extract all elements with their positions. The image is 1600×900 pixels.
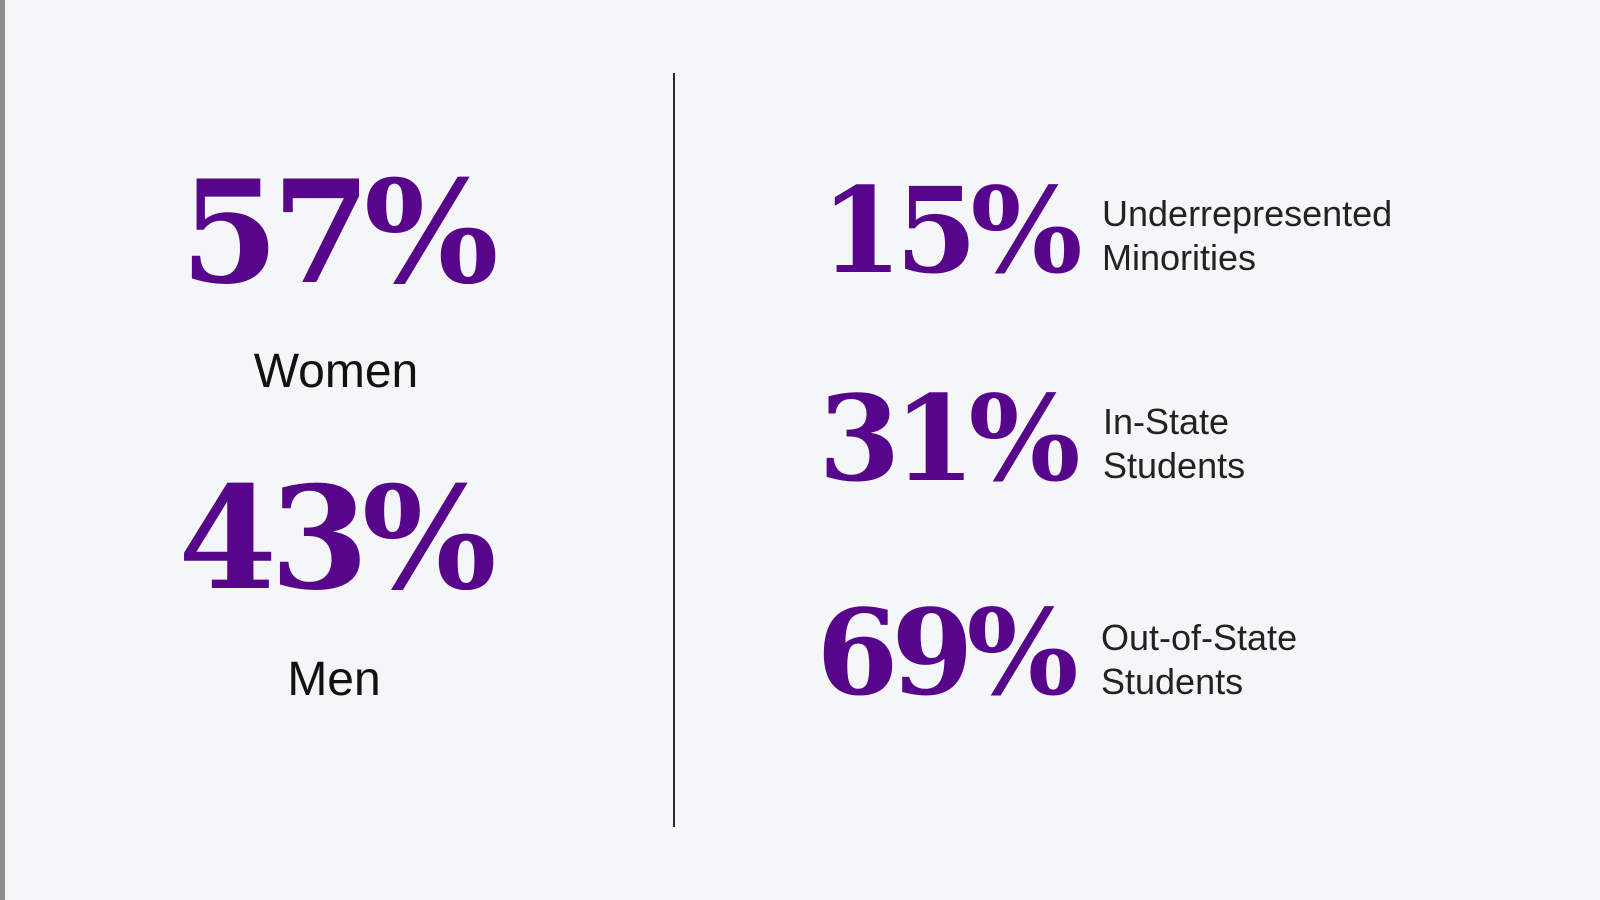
stat-label-line2: Students (1103, 445, 1246, 486)
stat-label: In-State Students (1103, 400, 1245, 488)
stat-label: Out-of-State Students (1101, 616, 1297, 704)
stat-label-line1: Underrepresented (1102, 193, 1393, 234)
stat-value: 15% (820, 161, 1082, 300)
stat-label-line2: Students (1101, 661, 1244, 702)
stat-value: 69% (816, 583, 1078, 722)
vertical-divider (673, 73, 675, 827)
stat-value: 31% (818, 369, 1080, 508)
women-percentage: 57% (180, 150, 499, 316)
stat-label-line2: Minorities (1102, 237, 1257, 278)
women-label: Women (253, 345, 419, 398)
men-label: Men (287, 653, 381, 706)
stat-label-line1: Out-of-State (1101, 617, 1298, 658)
men-percentage: 43% (178, 456, 497, 622)
left-edge-border (0, 0, 5, 900)
stat-label: Underrepresented Minorities (1102, 192, 1392, 280)
stat-label-line1: In-State (1103, 401, 1230, 442)
